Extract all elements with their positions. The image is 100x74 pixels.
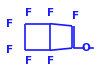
Text: F: F [72,11,80,21]
Text: F: F [25,56,33,66]
Text: F: F [6,45,14,55]
Text: F: F [47,56,55,66]
Text: O: O [82,43,90,53]
Text: F: F [25,8,33,18]
Text: F: F [6,19,14,29]
Text: F: F [47,8,55,18]
